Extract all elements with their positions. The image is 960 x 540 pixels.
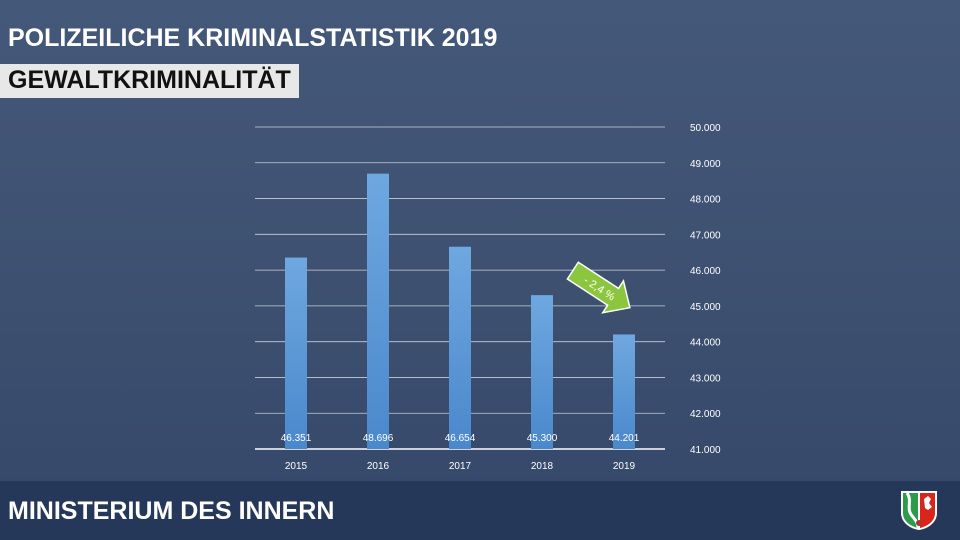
y-tick-label: 44.000 <box>690 338 721 349</box>
x-tick-label: 2017 <box>449 461 472 472</box>
bar-2019 <box>613 334 635 449</box>
y-tick-label: 50.000 <box>690 123 721 134</box>
data-label: 46.654 <box>445 433 476 444</box>
y-tick-label: 47.000 <box>690 230 721 241</box>
trend-arrow: - 2,4 % <box>566 261 631 314</box>
footer: MINISTERIUM DES INNERN <box>0 481 960 540</box>
y-tick-label: 45.000 <box>690 302 721 313</box>
x-tick-label: 2019 <box>613 461 636 472</box>
data-label: 44.201 <box>609 433 640 444</box>
bar-2018 <box>531 295 553 449</box>
y-tick-label: 48.000 <box>690 195 721 206</box>
y-tick-label: 42.000 <box>690 409 721 420</box>
data-label: 48.696 <box>363 433 394 444</box>
bar-2017 <box>449 246 471 449</box>
ministry-name: MINISTERIUM DES INNERN <box>8 497 335 525</box>
data-label: 46.351 <box>281 433 312 444</box>
arrow-icon <box>566 261 631 314</box>
nrw-crest-logo <box>901 491 937 530</box>
x-tick-label: 2015 <box>285 461 308 472</box>
y-tick-label: 43.000 <box>690 373 721 384</box>
y-tick-label: 49.000 <box>690 159 721 170</box>
x-tick-label: 2018 <box>531 461 554 472</box>
data-label: 45.300 <box>527 433 558 444</box>
y-tick-label: 41.000 <box>690 445 721 456</box>
bar-2016 <box>367 173 389 449</box>
bar-2015 <box>285 257 307 449</box>
page-title: POLIZEILICHE KRIMINALSTATISTIK 2019 <box>8 24 498 52</box>
y-tick-label: 46.000 <box>690 266 721 277</box>
page-subtitle: GEWALTKRIMINALITÄT <box>0 64 299 98</box>
x-tick-label: 2016 <box>367 461 390 472</box>
